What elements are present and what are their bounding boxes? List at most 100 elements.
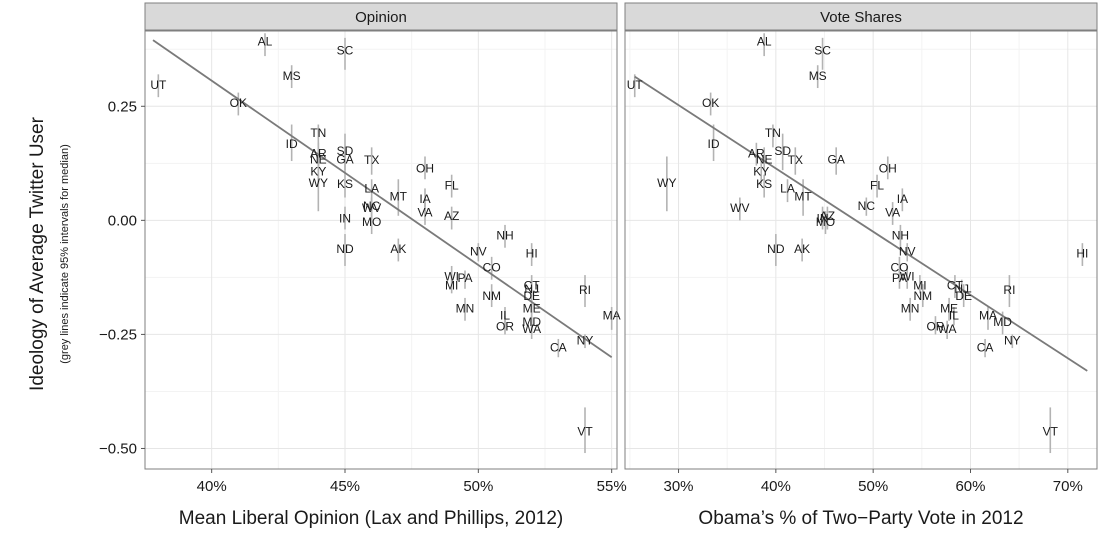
state-point-vt: VT <box>1043 425 1059 439</box>
state-point-nm: NM <box>482 289 501 303</box>
state-point-nh: NH <box>892 228 909 242</box>
state-point-tx: TX <box>364 153 379 167</box>
state-point-md: MD <box>993 315 1012 329</box>
state-point-sc: SC <box>814 44 831 58</box>
state-point-ok: OK <box>230 96 247 110</box>
state-point-la: LA <box>780 181 795 195</box>
state-point-ny: NY <box>577 333 594 347</box>
state-point-nv: NV <box>899 244 916 258</box>
state-point-nc: NC <box>858 199 876 213</box>
state-point-mi: MI <box>445 279 458 293</box>
state-point-ne: NE <box>310 152 327 166</box>
state-point-wy: WY <box>657 176 676 190</box>
state-point-hi: HI <box>1076 247 1088 261</box>
state-point-ga: GA <box>828 152 845 166</box>
y-tick-label: −0.50 <box>99 440 137 457</box>
state-point-wv: WV <box>730 201 749 215</box>
state-point-az: AZ <box>820 209 835 223</box>
y-axis-subtitle: (grey lines indicate 95% intervals for m… <box>59 144 71 364</box>
state-point-in: IN <box>817 212 829 226</box>
state-point-wy: WY <box>309 176 328 190</box>
state-point-hi: HI <box>526 247 538 261</box>
x-tick-label: 45% <box>330 478 360 495</box>
state-point-al: AL <box>258 35 273 49</box>
state-point-mt: MT <box>794 190 812 204</box>
fit-line <box>634 75 1088 372</box>
state-point-ia: IA <box>897 192 908 206</box>
x-tick-label: 40% <box>761 478 791 495</box>
state-point-ak: AK <box>390 242 406 256</box>
y-tick-label: 0.00 <box>108 212 137 229</box>
state-point-mo: MO <box>362 215 381 229</box>
state-point-ar: AR <box>310 146 327 160</box>
state-point-nv: NV <box>470 244 487 258</box>
y-tick-label: 0.25 <box>108 98 137 115</box>
state-point-nj: NJ <box>954 282 969 296</box>
x-tick-label: 40% <box>197 478 227 495</box>
state-point-sd: SD <box>774 144 791 158</box>
state-point-co: CO <box>483 260 501 274</box>
state-point-de: DE <box>523 289 540 303</box>
state-point-nc: NC <box>363 199 381 213</box>
state-point-ut: UT <box>150 78 167 92</box>
state-point-ut: UT <box>627 78 644 92</box>
y-axis-title: Ideology of Average Twitter User <box>27 116 48 391</box>
state-point-md: MD <box>522 315 541 329</box>
state-point-al: AL <box>757 35 772 49</box>
state-point-la: LA <box>364 181 379 195</box>
x-tick-label: 30% <box>664 478 694 495</box>
facet-strip <box>624 2 1098 31</box>
state-point-mn: MN <box>456 301 475 315</box>
state-point-nd: ND <box>767 242 785 256</box>
state-point-ms: MS <box>283 69 301 83</box>
state-point-mt: MT <box>390 190 408 204</box>
state-point-fl: FL <box>870 178 884 192</box>
facet-title: Vote Shares <box>820 9 902 26</box>
state-point-wv: WV <box>362 201 381 215</box>
state-point-ok: OK <box>702 96 719 110</box>
state-point-tn: TN <box>765 126 781 140</box>
x-tick-label: 60% <box>955 478 985 495</box>
state-point-il: IL <box>500 308 510 322</box>
state-point-nm: NM <box>913 289 932 303</box>
state-point-ks: KS <box>756 177 772 191</box>
x-axis-title: Mean Liberal Opinion (Lax and Phillips, … <box>179 508 563 529</box>
state-point-oh: OH <box>879 161 897 175</box>
y-axis-title-group: Ideology of Average Twitter User (grey l… <box>27 116 71 391</box>
state-point-ks: KS <box>337 177 353 191</box>
state-point-or: OR <box>926 320 944 334</box>
state-point-va: VA <box>417 206 432 220</box>
state-point-me: ME <box>940 301 958 315</box>
x-tick-label: 50% <box>463 478 493 495</box>
panel-border <box>624 30 1098 470</box>
state-point-ga: GA <box>336 152 353 166</box>
state-point-id: ID <box>708 137 720 151</box>
state-point-mn: MN <box>901 301 920 315</box>
state-point-ms: MS <box>809 69 827 83</box>
state-point-pa: PA <box>457 271 472 285</box>
state-point-ct: CT <box>947 279 964 293</box>
facet-strip <box>144 2 618 31</box>
state-point-fl: FL <box>445 178 459 192</box>
state-point-wi: WI <box>444 270 459 284</box>
state-point-ca: CA <box>977 340 994 354</box>
x-tick-label: 70% <box>1053 478 1083 495</box>
state-point-ca: CA <box>550 340 567 354</box>
x-axis-title: Obama’s % of Two−Party Vote in 2012 <box>698 508 1023 529</box>
state-point-nj: NJ <box>524 282 539 296</box>
panel-border <box>144 30 618 470</box>
state-point-id: ID <box>286 137 298 151</box>
state-point-me: ME <box>523 301 541 315</box>
state-point-oh: OH <box>416 161 434 175</box>
state-point-or: OR <box>496 320 514 334</box>
state-point-sc: SC <box>337 44 354 58</box>
state-point-wi: WI <box>900 270 915 284</box>
state-point-va: VA <box>885 206 900 220</box>
state-point-co: CO <box>890 260 908 274</box>
state-point-tx: TX <box>788 153 803 167</box>
state-point-ma: MA <box>603 308 621 322</box>
